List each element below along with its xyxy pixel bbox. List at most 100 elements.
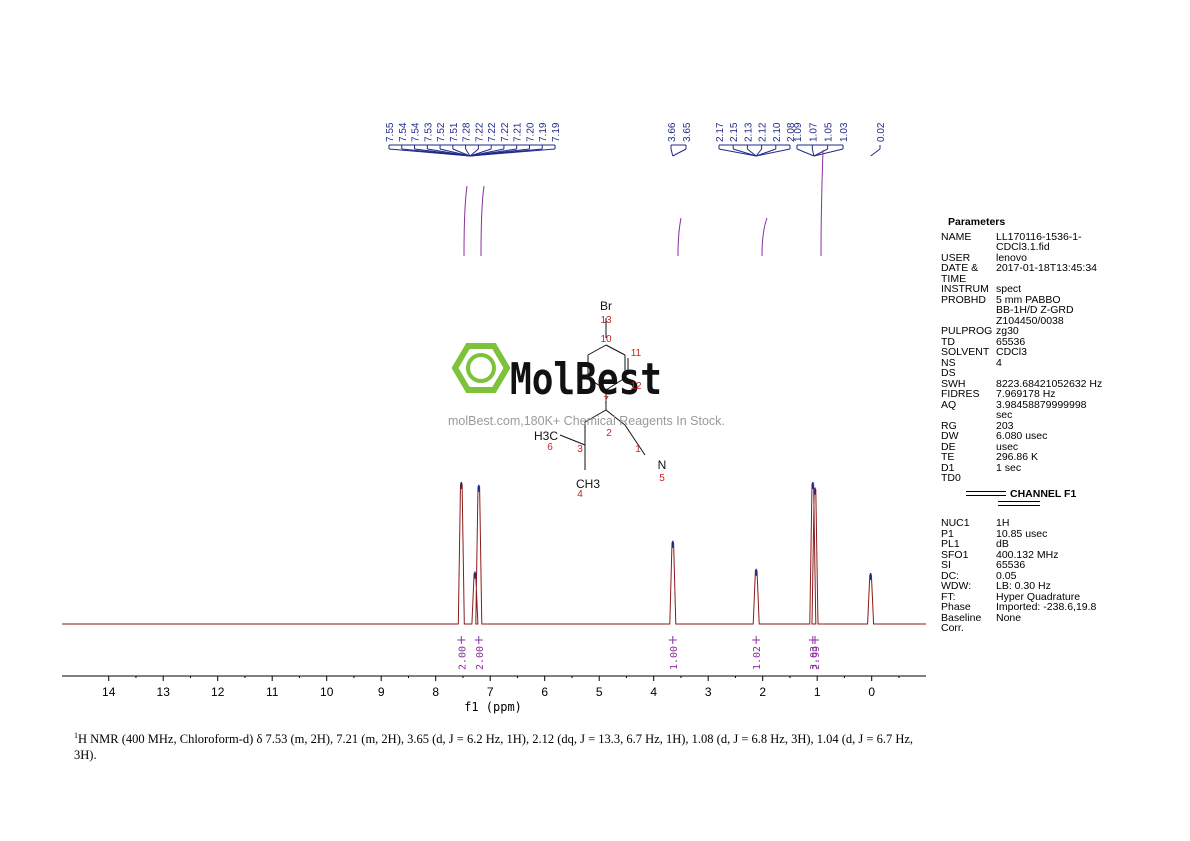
caption-superscript: 1 (74, 731, 78, 740)
parameter-key: USER (941, 251, 971, 264)
peak-label: 7.54 (398, 122, 409, 142)
integral-curve (820, 149, 824, 257)
parameter-value (996, 368, 1186, 379)
parameter-key: TD0 (941, 472, 961, 484)
parameter-key: SI (941, 559, 951, 571)
structure-bond (605, 377, 626, 391)
peak-label: 7.55 (385, 122, 396, 142)
integral-value: 2.00 (457, 646, 468, 670)
peak-label: 7.52 (436, 122, 447, 142)
parameter-row: FT: Hyper Quadrature (941, 590, 1186, 603)
parameter-value: 296.86 K (996, 451, 1039, 463)
parameter-value: LB: 0.30 Hz (996, 580, 1051, 592)
parameters-title: Parameters (948, 216, 1006, 228)
peak-label-connector (672, 148, 687, 157)
x-tick-label: 6 (541, 685, 548, 699)
integral-labels: 2.00 2.00 1.00 1.02 3.032.99 (457, 636, 822, 670)
parameter-value: 0.05 (996, 569, 1017, 582)
parameter-value: 5 mm PABBO BB-1H/D Z-GRD Z104450/0038 (996, 293, 1074, 327)
parameter-row: SWH 8223.68421052632 Hz (941, 377, 1186, 390)
parameter-value: Hyper Quadrature (996, 590, 1081, 603)
parameter-row: PROBHD 5 mm PABBO BB-1H/D Z-GRD Z104450/0… (941, 293, 1186, 327)
parameter-key: NUC1 (941, 517, 970, 529)
parameter-row: P1 10.85 usec (941, 528, 1186, 540)
caption-text: H NMR (400 MHz, Chloroform-d) δ 7.53 (m,… (74, 732, 914, 763)
peak-label: 7.54 (411, 122, 422, 142)
x-tick-label: 1 (814, 685, 821, 699)
parameter-key: NS (941, 356, 956, 369)
peak-label-connector (465, 148, 471, 157)
parameter-key: Phase (941, 601, 971, 613)
parameter-row: SFO1 400.132 MHz (941, 548, 1186, 561)
structure-atom: 5 (659, 473, 665, 484)
peak-label: 7.19 (551, 122, 562, 142)
parameter-key: Corr. (941, 622, 964, 634)
parameter-row: TD0 (941, 473, 1186, 484)
x-tick-label: 11 (266, 685, 279, 699)
parameter-row: Corr. (941, 623, 1186, 634)
peak-label-connector (733, 148, 757, 157)
peak-label-connector (813, 148, 828, 157)
parameter-key: DE (941, 440, 956, 453)
peak-label: 1.03 (839, 122, 850, 142)
parameter-row: PULPROG zg30 (941, 326, 1186, 337)
peak-label-connector (870, 148, 881, 157)
brand-wordmark: MolBest (510, 354, 662, 405)
peak-label: 7.28 (462, 122, 473, 142)
channel-rule (966, 491, 1006, 497)
parameter-value: usec (996, 440, 1019, 453)
x-tick-label: 7 (487, 685, 494, 699)
integral-value: 1.00 (669, 646, 680, 670)
parameter-key: SFO1 (941, 548, 969, 561)
spectrum-line (62, 483, 926, 625)
structure-atom: 10 (600, 334, 612, 345)
peak-label-connector (813, 148, 844, 157)
hexagon-logo-ring (466, 353, 496, 383)
integral-curve (677, 217, 682, 257)
parameter-row: AQ 3.98458879999998 sec (941, 398, 1186, 421)
structure-bond (624, 424, 646, 456)
parameter-value: 4 (996, 356, 1002, 369)
parameter-key: WDW: (941, 580, 972, 592)
parameter-value (996, 473, 1186, 484)
peak-labels: 7.55 7.54 7.54 7.53 7.52 7.51 7.28 7.22 7.22 7.22… (385, 122, 887, 142)
peak-label-connector (452, 148, 471, 157)
spectrum-trace (62, 482, 926, 625)
structure-atom: 3 (577, 444, 583, 455)
peak-label-connector (811, 148, 815, 157)
parameter-value: LL170116-1536-1- CDCl3.1.fid (996, 230, 1082, 253)
parameter-row: D1 1 sec (941, 461, 1186, 474)
peak-label: 2.10 (772, 122, 783, 142)
peak-label: 7.20 (525, 122, 536, 142)
parameter-value: 6.080 usec (996, 430, 1048, 442)
structure-atom: CH3 (576, 477, 600, 491)
parameter-row: SI 65536 (941, 560, 1186, 571)
parameter-value: zg30 (996, 325, 1019, 337)
structure-atom: 2 (606, 428, 612, 439)
parameter-row: SOLVENT CDCl3 (941, 347, 1186, 358)
parameter-row: DATE & TIME 2017-01-18T13:45:34 (941, 263, 1186, 284)
parameter-row: RG 203 (941, 420, 1186, 432)
parameter-key: AQ (941, 398, 957, 411)
structure-bond (605, 344, 626, 356)
x-tick-label: 9 (378, 685, 385, 699)
structure-bond (559, 434, 586, 446)
parameter-row: PL1 dB (941, 539, 1186, 550)
integral-value: 1.02 (752, 646, 763, 670)
structure-atom: 6 (547, 442, 553, 453)
parameter-key: D1 (941, 461, 955, 474)
parameter-row: INSTRUM spect (941, 284, 1186, 295)
peak-label: 1.05 (824, 122, 835, 142)
structure-atom: 12 (630, 381, 642, 392)
parameter-row: DW 6.080 usec (941, 431, 1186, 442)
x-tick-label: 3 (705, 685, 712, 699)
parameter-row: USER lenovo (941, 251, 1186, 264)
parameter-key: SWH (941, 377, 966, 390)
parameter-row: DS (941, 368, 1186, 379)
x-tick-label: 0 (868, 685, 875, 699)
peak-label: 7.22 (487, 122, 498, 142)
peak-label: 3.65 (682, 122, 693, 142)
structure-atom: H3C (534, 429, 558, 443)
parameter-value: 400.132 MHz (996, 548, 1059, 561)
